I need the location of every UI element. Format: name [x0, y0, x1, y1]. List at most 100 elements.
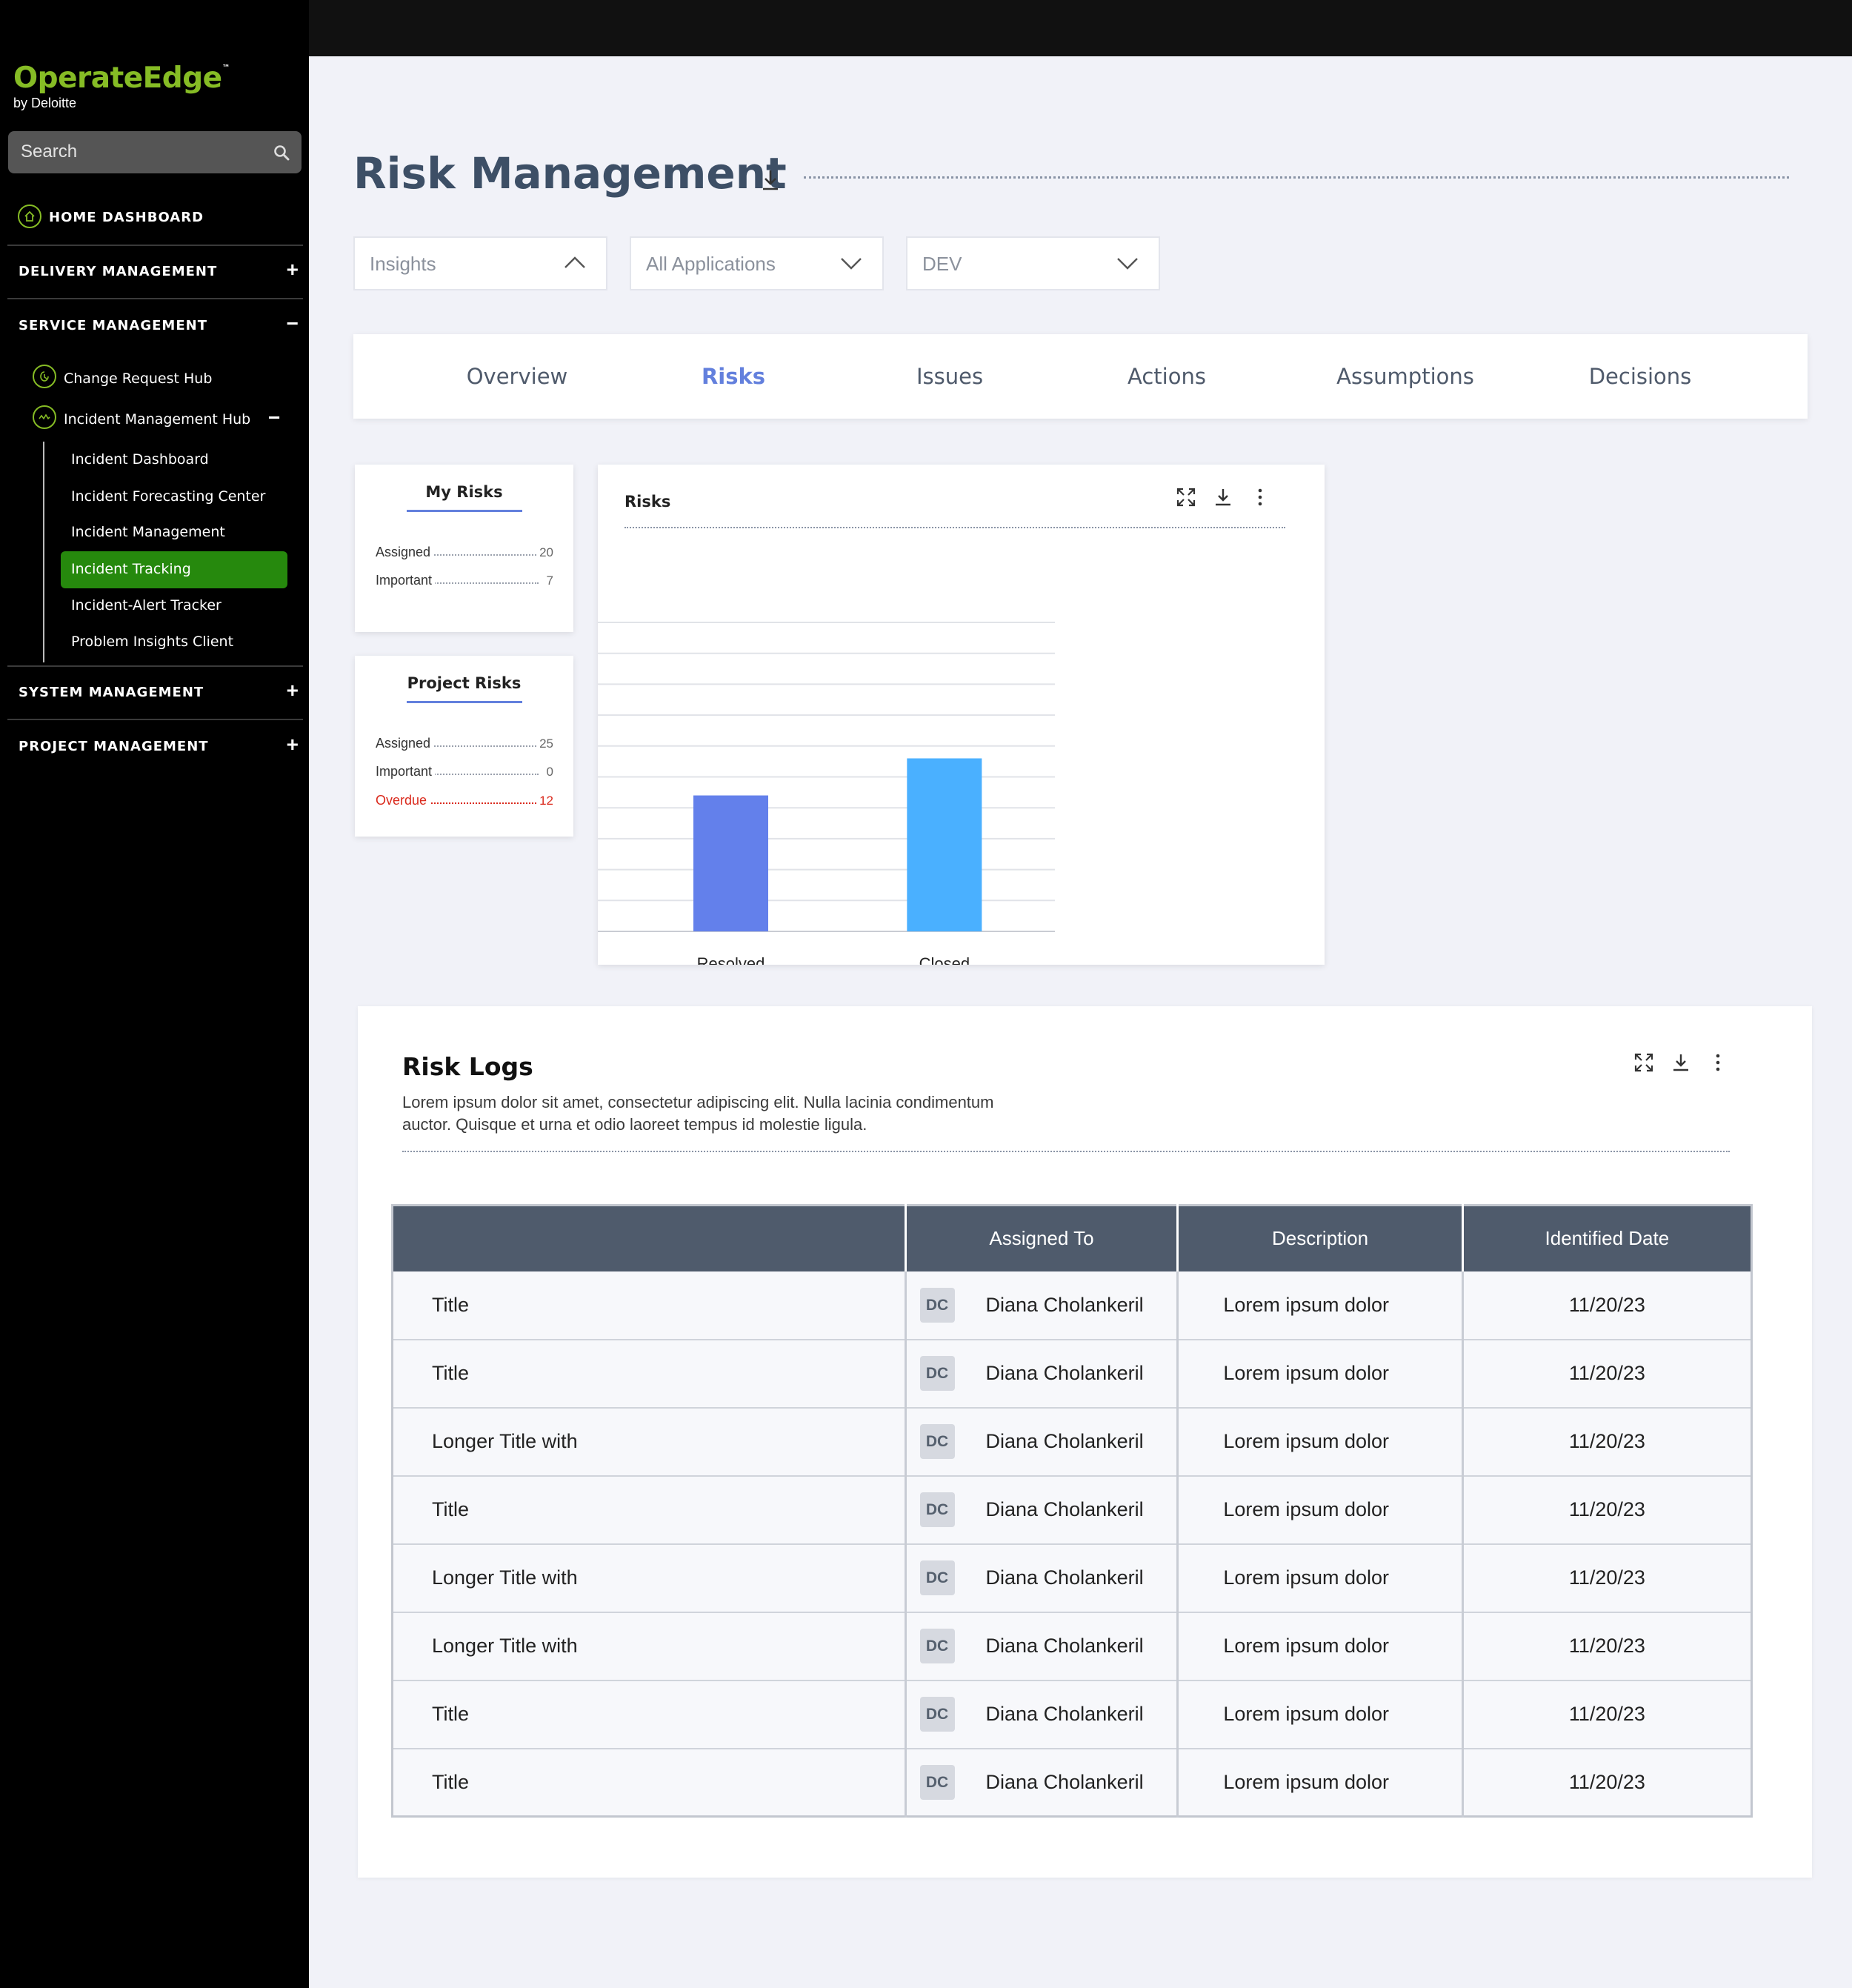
cell-assigned-to: DC Diana Cholankeril: [905, 1271, 1179, 1340]
avatar: DC: [919, 1424, 955, 1459]
nav-incident-management[interactable]: Incident Management: [61, 514, 287, 551]
sub-item-label: Incident-Alert Tracker: [71, 597, 221, 614]
nav-project-management[interactable]: PROJECT MANAGEMENT +: [7, 721, 303, 774]
cell-title: Longer Title with: [392, 1612, 907, 1681]
cell-assigned-to: DC Diana Cholankeril: [905, 1748, 1179, 1818]
cell-title: Title: [392, 1271, 907, 1340]
dropdown-value: DEV: [922, 253, 962, 275]
expand-icon[interactable]: [1176, 487, 1196, 508]
delivery-management-label: DELIVERY MANAGEMENT: [19, 264, 218, 279]
search-icon[interactable]: [273, 144, 290, 161]
my-risks-title: My Risks: [425, 483, 503, 501]
stat-value: 25: [536, 737, 553, 751]
x-tick-label: Resolved: [697, 954, 765, 965]
nav-incident-alert-tracker[interactable]: Incident-Alert Tracker: [61, 588, 287, 625]
tab-bar: Overview Risks Issues Actions Assumption…: [353, 334, 1808, 419]
nav-incident-dashboard[interactable]: Incident Dashboard: [61, 442, 287, 479]
home-dashboard-label: HOME DASHBOARD: [49, 210, 204, 225]
nav-incident-tracking[interactable]: Incident Tracking: [61, 551, 287, 588]
project-management-label: PROJECT MANAGEMENT: [19, 739, 209, 754]
tab-actions[interactable]: Actions: [1127, 364, 1206, 389]
table-row[interactable]: Title DC Diana Cholankeril Lorem ipsum dolo…: [392, 1271, 1752, 1340]
cell-title: Longer Title with: [392, 1407, 907, 1477]
risk-logs-title: Risk Logs: [402, 1052, 533, 1081]
column-header-title[interactable]: [392, 1205, 907, 1271]
avatar: DC: [919, 1356, 955, 1391]
chart-divider: [624, 527, 1285, 528]
title-underline: [407, 701, 522, 703]
risk-logs-card: Risk Logs Lorem ipsum dolor sit amet, co…: [358, 1006, 1812, 1878]
nav-service-management[interactable]: SERVICE MANAGEMENT −: [7, 300, 303, 353]
assignee-name: Diana Cholankeril: [985, 1430, 1144, 1452]
more-options-icon[interactable]: [1250, 487, 1270, 508]
nav-system-management[interactable]: SYSTEM MANAGEMENT +: [7, 667, 303, 720]
column-header-description[interactable]: Description: [1177, 1205, 1464, 1271]
column-header-identified-date[interactable]: Identified Date: [1462, 1205, 1752, 1271]
cell-title: Title: [392, 1475, 907, 1545]
cell-identified-date: 11/20/23: [1462, 1612, 1752, 1681]
cell-identified-date: 11/20/23: [1462, 1475, 1752, 1545]
table-row[interactable]: Title DC Diana Cholankeril Lorem ipsum dolo…: [392, 1475, 1752, 1545]
incident-hub-icon: [33, 405, 56, 429]
table-row[interactable]: Longer Title with DC Diana Cholankeril Lore…: [392, 1612, 1752, 1681]
expand-icon[interactable]: [1633, 1052, 1654, 1073]
avatar: DC: [919, 1629, 955, 1663]
expand-icon[interactable]: +: [286, 679, 299, 702]
top-bar: [309, 0, 1852, 56]
dropdown-value: Insights: [370, 253, 436, 275]
applications-dropdown[interactable]: All Applications: [630, 236, 884, 290]
risks-chart-card: Risks 0510152025Item CountActiveResolved…: [598, 465, 1325, 965]
cell-assigned-to: DC Diana Cholankeril: [905, 1475, 1179, 1545]
sub-item-label: Incident Forecasting Center: [71, 488, 266, 505]
incident-management-hub-label: Incident Management Hub: [64, 411, 251, 428]
tab-assumptions[interactable]: Assumptions: [1336, 364, 1474, 389]
environment-dropdown[interactable]: DEV: [906, 236, 1160, 290]
cell-identified-date: 11/20/23: [1462, 1748, 1752, 1818]
download-icon[interactable]: [1213, 487, 1233, 508]
cell-description: Lorem ipsum dolor: [1177, 1407, 1464, 1477]
download-icon[interactable]: [1671, 1052, 1691, 1073]
table-row[interactable]: Longer Title with DC Diana Cholankeril Lore…: [392, 1407, 1752, 1477]
search-placeholder: Search: [21, 142, 78, 162]
search-input[interactable]: Search: [8, 131, 302, 173]
avatar: DC: [919, 1492, 955, 1527]
stat-value: 20: [536, 545, 553, 560]
avatar: DC: [919, 1764, 955, 1800]
tab-issues[interactable]: Issues: [916, 364, 984, 389]
project-risks-title: Project Risks: [407, 674, 522, 692]
table-header-row: Assigned To Description Identified Date: [392, 1205, 1752, 1271]
table-row[interactable]: Title DC Diana Cholankeril Lorem ipsum dolo…: [392, 1680, 1752, 1749]
expand-icon[interactable]: +: [286, 258, 299, 281]
chevron-down-icon: [1117, 258, 1138, 270]
risk-logs-table: Assigned To Description Identified Date …: [391, 1204, 1753, 1818]
cell-assigned-to: DC Diana Cholankeril: [905, 1339, 1179, 1409]
avatar: DC: [919, 1560, 955, 1595]
logo[interactable]: OperateEdge™ by Deloitte: [13, 64, 230, 111]
insights-dropdown[interactable]: Insights: [353, 236, 607, 290]
table-row[interactable]: Longer Title with DC Diana Cholankeril Lore…: [392, 1543, 1752, 1613]
collapse-icon[interactable]: −: [268, 406, 281, 429]
table-row[interactable]: Title DC Diana Cholankeril Lorem ipsum dolo…: [392, 1339, 1752, 1409]
table-row[interactable]: Title DC Diana Cholankeril Lorem ipsum dolo…: [392, 1748, 1752, 1818]
collapse-icon[interactable]: −: [286, 312, 299, 335]
cell-identified-date: 11/20/23: [1462, 1339, 1752, 1409]
nav-problem-insights-client[interactable]: Problem Insights Client: [61, 624, 287, 661]
tab-decisions[interactable]: Decisions: [1588, 364, 1692, 389]
expand-icon[interactable]: +: [286, 733, 299, 756]
nav-delivery-management[interactable]: DELIVERY MANAGEMENT +: [7, 246, 303, 299]
stat-value: 12: [536, 794, 553, 808]
download-icon[interactable]: [759, 167, 782, 193]
stat-label: Important: [376, 573, 436, 588]
my-risks-card[interactable]: My Risks Assigned 20 Important 7: [355, 465, 573, 632]
logs-toolbar: [1633, 1052, 1737, 1076]
nav-incident-forecasting-center[interactable]: Incident Forecasting Center: [61, 479, 287, 516]
more-options-icon[interactable]: [1708, 1052, 1728, 1073]
page-title: Risk Management: [353, 148, 787, 199]
title-underline: [407, 510, 522, 512]
main-content: Risk Management Insights All Application…: [309, 56, 1852, 1988]
column-header-assigned-to[interactable]: Assigned To: [905, 1205, 1179, 1271]
divider: [7, 665, 303, 667]
tab-overview[interactable]: Overview: [466, 364, 568, 389]
tab-risks[interactable]: Risks: [701, 364, 766, 389]
project-risks-card[interactable]: Project Risks Assigned 25 Important 0 Over…: [355, 656, 573, 837]
